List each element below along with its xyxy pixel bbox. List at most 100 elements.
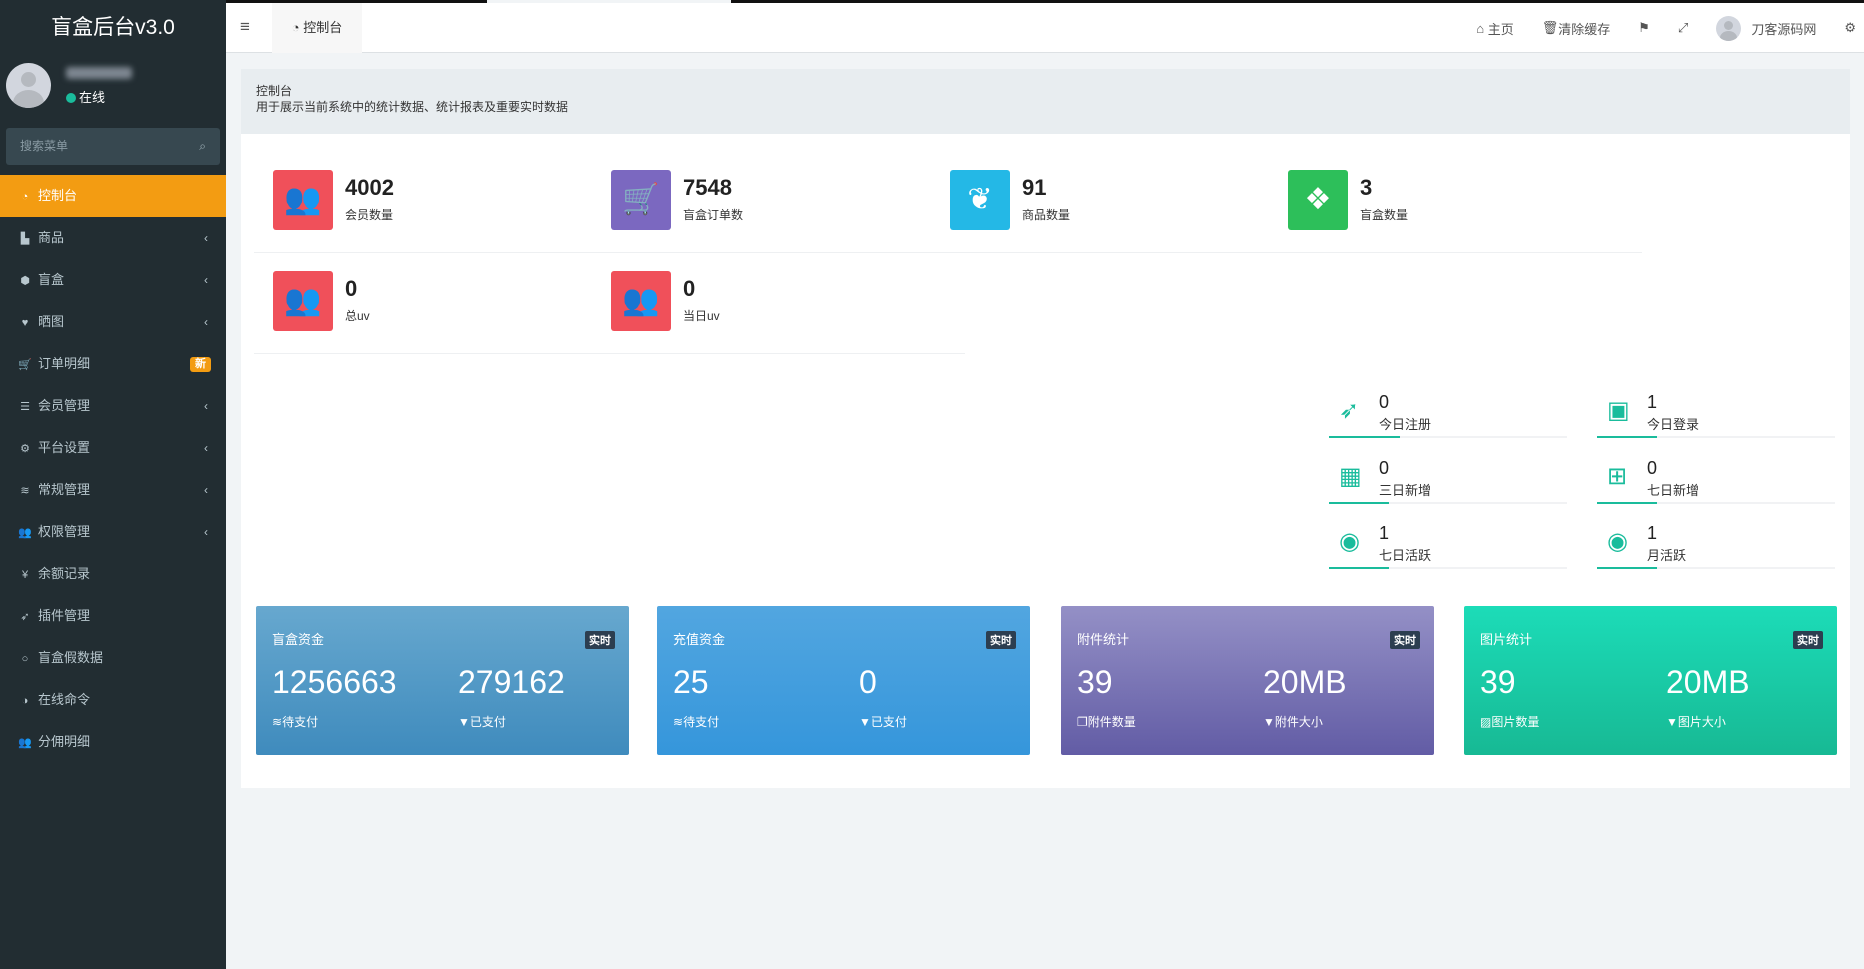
search-icon[interactable]: ⌕ <box>199 139 206 153</box>
chevron-left-icon: ‹ <box>204 483 208 497</box>
card-label: ▨图片数量 <box>1480 713 1539 730</box>
tab-dashboard[interactable]: ◔ 控制台 <box>272 3 362 53</box>
mini-stat: ▦ 0 三日新增 <box>1329 458 1567 504</box>
card-label-text: 附件数量 <box>1087 715 1136 729</box>
mini-stat: ▣ 1 今日登录 <box>1597 392 1835 438</box>
user-menu[interactable]: 刀客源码网 <box>1716 15 1817 41</box>
sidebar-item-13[interactable]: 👥 分佣明细 <box>0 721 226 763</box>
card-value: 1256663 <box>272 664 397 700</box>
sidebar-item-8[interactable]: 👥 权限管理 ‹ <box>0 511 226 553</box>
header-username: 刀客源码网 <box>1751 21 1817 37</box>
rocket-icon: ➶ <box>1339 397 1360 424</box>
mini-stat-value: 1 <box>1647 523 1658 543</box>
sidebar-item-label: 控制台 <box>38 188 78 203</box>
user-circle-icon: ◉ <box>1339 528 1360 555</box>
progress-fill <box>1597 436 1657 438</box>
sidebar-item-label: 盲盒假数据 <box>38 650 104 665</box>
calendar-icon: ▦ <box>1339 463 1362 490</box>
sidebar-item-11[interactable]: ○ 盲盒假数据 <box>0 637 226 679</box>
id-card-icon: ▣ <box>1607 397 1630 424</box>
dashboard-icon: ◔ <box>21 191 29 203</box>
language-icon[interactable]: ⚑ <box>1638 20 1650 35</box>
page-title: 控制台 <box>256 84 293 98</box>
clear-cache-button[interactable]: 🗑 清除缓存 <box>1542 19 1611 38</box>
stat-label: 总uv <box>345 309 370 323</box>
users-icon: 👥 <box>273 170 333 230</box>
cart-icon: 🛒 <box>611 170 671 230</box>
circle-icon: ○ <box>21 653 29 665</box>
card-label: ≋待支付 <box>673 713 719 730</box>
filter-icon: ▼ <box>859 715 871 729</box>
adjust-icon: ◑ <box>21 695 29 707</box>
card-value: 20MB <box>1666 664 1750 700</box>
sidebar-item-label: 会员管理 <box>38 398 91 413</box>
files-icon: ❐ <box>1077 715 1088 729</box>
settings-gears-icon[interactable]: ⚙ <box>1844 20 1856 35</box>
card-label: ▼已支付 <box>458 713 506 730</box>
chevron-left-icon: ‹ <box>204 231 208 245</box>
progress-fill <box>1597 567 1657 569</box>
sidebar-item-12[interactable]: ◑ 在线命令 <box>0 679 226 721</box>
sidebar-item-2[interactable]: ⬢ 盲盒 ‹ <box>0 259 226 301</box>
cart-icon: 🛒 <box>18 359 32 371</box>
sidebar-item-5[interactable]: ☰ 会员管理 ‹ <box>0 385 226 427</box>
stat-box: 🛒 7548 盲盒订单数 <box>592 170 965 253</box>
stat-box: 👥 0 总uv <box>254 271 627 354</box>
database-icon: ≋ <box>20 485 30 497</box>
menu-toggle-icon[interactable]: ≡ <box>240 17 250 36</box>
mini-stat: ⊞ 0 七日新增 <box>1597 458 1835 504</box>
mini-stat-label: 七日活跃 <box>1379 548 1432 563</box>
card-label-text: 图片数量 <box>1491 715 1540 729</box>
trash-icon: 🗑 <box>1541 20 1559 35</box>
card-title: 图片统计 <box>1480 632 1533 647</box>
database-icon: ≋ <box>673 715 684 729</box>
sidebar-item-3[interactable]: ♥ 晒图 ‹ <box>0 301 226 343</box>
fullscreen-icon[interactable]: ⤢ <box>1677 20 1689 35</box>
sidebar-menu: ◔ 控制台 ▙ 商品 ‹ ⬢ 盲盒 ‹ ♥ 晒图 ‹ 🛒 订单明细 新 ☰ 会员管理 ‹ ⚙ 平台设置 ‹ ≋ 常规管理 ‹… <box>0 175 226 763</box>
stat-box: ❖ 3 盲盒数量 <box>1269 170 1642 253</box>
progress-fill <box>1329 502 1389 504</box>
sidebar-item-7[interactable]: ≋ 常规管理 ‹ <box>0 469 226 511</box>
card-value: 25 <box>673 664 709 700</box>
card-label: ≋待支付 <box>272 713 318 730</box>
mini-stat-value: 0 <box>1647 458 1658 478</box>
app-logo[interactable]: 盲盒后台v3.0 <box>51 16 175 39</box>
yen-icon: ¥ <box>21 569 29 581</box>
online-dot-icon <box>66 93 76 103</box>
sidebar-item-label: 权限管理 <box>38 524 91 539</box>
sidebar-item-label: 分佣明细 <box>38 734 91 749</box>
card-label-text: 附件大小 <box>1274 715 1323 729</box>
sidebar-item-label: 商品 <box>38 230 65 245</box>
sidebar-item-4[interactable]: 🛒 订单明细 新 <box>0 343 226 385</box>
header-avatar <box>1716 15 1742 41</box>
chevron-left-icon: ‹ <box>204 525 208 539</box>
sidebar-item-6[interactable]: ⚙ 平台设置 ‹ <box>0 427 226 469</box>
sidebar-item-label: 平台设置 <box>38 440 91 455</box>
rocket-icon: ➶ <box>20 611 30 623</box>
sidebar-item-9[interactable]: ¥ 余额记录 <box>0 553 226 595</box>
card-title: 附件统计 <box>1077 632 1130 647</box>
mini-stat-label: 今日登录 <box>1647 417 1700 432</box>
sidebar-item-label: 盲盒 <box>38 272 65 287</box>
home-icon: ⌂ <box>1476 20 1488 36</box>
menu-search-input[interactable]: 搜索菜单 ⌕ <box>6 128 220 165</box>
stat-card: 盲盒资金 实时 1256663 279162 ≋待支付 ▼已支付 <box>256 606 629 755</box>
card-label-text: 图片大小 <box>1677 715 1726 729</box>
mini-stat-label: 月活跃 <box>1647 548 1687 563</box>
sidebar-item-10[interactable]: ➶ 插件管理 <box>0 595 226 637</box>
home-link[interactable]: ⌂ 主页 <box>1476 19 1513 38</box>
users-icon: 👥 <box>18 737 32 749</box>
sidebar-item-label: 余额记录 <box>38 566 91 581</box>
stat-label: 会员数量 <box>345 208 394 222</box>
users-icon: 👥 <box>611 271 671 331</box>
online-status: 在线 <box>66 87 105 106</box>
stat-value: 4002 <box>345 175 394 200</box>
sidebar-item-0[interactable]: ◔ 控制台 <box>0 175 226 217</box>
home-label: 主页 <box>1487 21 1514 37</box>
top-header: ≡ ◔ 控制台 ⌂ 主页 🗑 清除缓存 ⚑ ⤢ 刀客源码网 ⚙ <box>226 3 1864 53</box>
sidebar-item-label: 插件管理 <box>38 608 91 623</box>
mini-stat-value: 1 <box>1647 392 1658 412</box>
chevron-left-icon: ‹ <box>204 273 208 287</box>
sidebar-item-1[interactable]: ▙ 商品 ‹ <box>0 217 226 259</box>
stat-value: 3 <box>1360 175 1373 200</box>
